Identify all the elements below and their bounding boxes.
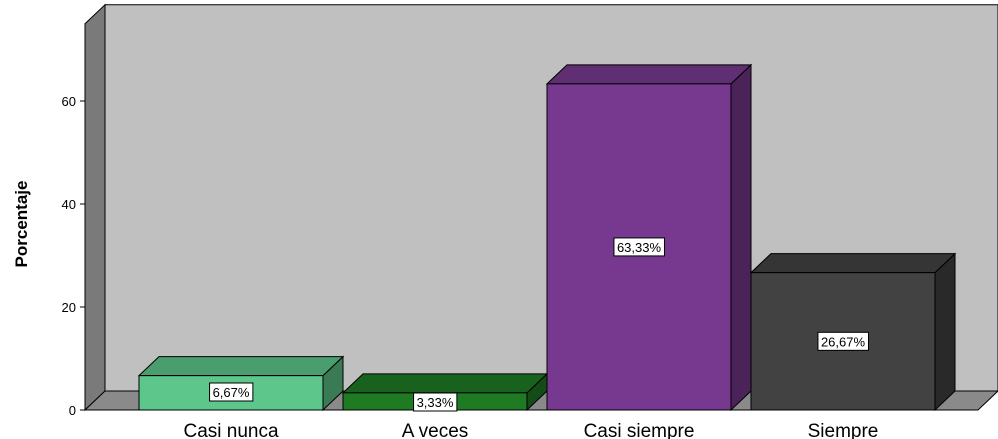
x-tick-label: Siempre [808, 421, 879, 439]
bar: 6,67% [137, 355, 345, 412]
y-axis: 0 20 40 60 [62, 94, 85, 418]
bar-front [546, 83, 732, 411]
y-tick-label: 60 [62, 94, 76, 109]
data-label: 26,67% [821, 334, 866, 349]
x-tick-label: Casi siempre [584, 421, 695, 439]
y-tick-label: 20 [62, 300, 76, 315]
bar-top [137, 356, 345, 377]
data-label: 3,33% [417, 395, 454, 410]
bar-side [730, 63, 752, 412]
bar-top [749, 253, 957, 274]
data-label-box [413, 392, 458, 412]
bar: 3,33% [341, 372, 549, 412]
data-label-box [209, 382, 254, 402]
data-label: 6,67% [213, 385, 250, 400]
y-axis-title: Porcentaje [12, 181, 31, 268]
y-tick-label: 0 [69, 403, 76, 418]
y-tick-label: 40 [62, 197, 76, 212]
data-label-box [817, 331, 869, 351]
bar-top [341, 373, 549, 394]
bar: 63,33% [545, 63, 753, 412]
x-tick-label: Casi nunca [183, 421, 278, 439]
data-label: 63,33% [617, 240, 662, 255]
x-tick-label: A veces [402, 421, 469, 439]
bar-side [934, 252, 956, 412]
data-label-box [613, 237, 665, 257]
bar: 26,67% [749, 252, 957, 412]
bar-top [545, 64, 753, 85]
bars: 6,67% 3,33% 63,33% 26,67% [137, 63, 957, 412]
x-axis: Casi nunca A veces Casi siempre Siempre [183, 421, 878, 439]
left-wall [84, 3, 106, 412]
